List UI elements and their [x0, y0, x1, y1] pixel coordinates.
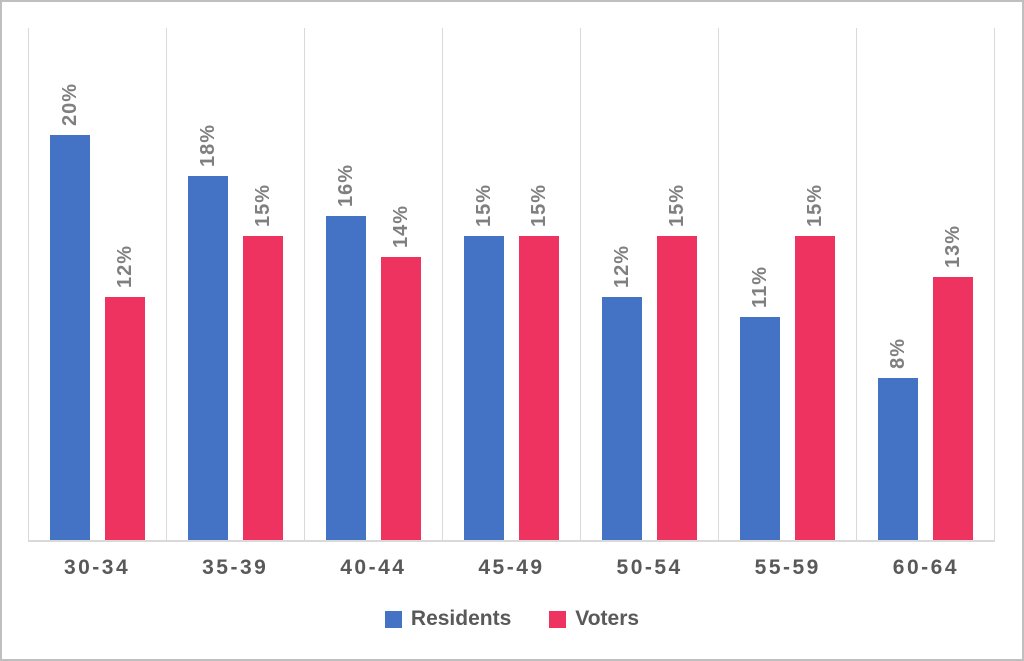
bar-wrap-residents-55-59: 11%: [740, 28, 780, 540]
bar-value-label: 15%: [473, 183, 495, 227]
bar-wrap-residents-40-44: 16%: [326, 28, 366, 540]
x-axis-label-35-39: 35-39: [202, 556, 269, 579]
x-axis-labels: 30-34 35-39 40-44 45-49 50-54 55-59 60-64: [28, 542, 995, 580]
bar-value-label: 15%: [528, 183, 550, 227]
bar-wrap-voters-40-44: 14%: [381, 28, 421, 540]
x-axis-label-60-64: 60-64: [892, 556, 960, 579]
bar-value-label: 11%: [749, 266, 771, 308]
bar-value-label: 12%: [114, 244, 136, 288]
bar-value-label: 15%: [666, 183, 688, 227]
category-group-55-59: 11% 15%: [718, 28, 856, 540]
category-group-45-49: 15% 15%: [442, 28, 580, 540]
bar-voters-45-49: [519, 236, 559, 540]
bar-residents-55-59: [740, 317, 780, 540]
bar-value-label: 16%: [335, 163, 357, 207]
bar-voters-50-54: [657, 236, 697, 540]
bar-value-label: 8%: [887, 338, 909, 369]
bar-wrap-residents-60-64: 8%: [878, 28, 918, 540]
bar-value-label: 12%: [611, 244, 633, 288]
x-axis-label-30-34: 30-34: [63, 556, 131, 579]
bar-wrap-residents-30-34: 20%: [50, 28, 90, 540]
bar-residents-35-39: [188, 176, 228, 540]
plot-area: 20% 12% 18% 15% 16% 14% 15% 15% 12% 15% 11% 15% 8% 13…: [28, 28, 995, 542]
bar-value-label: 15%: [804, 183, 826, 227]
category-group-50-54: 12% 15%: [580, 28, 718, 540]
bar-wrap-voters-55-59: 15%: [795, 28, 835, 540]
legend-swatch-voters-icon: [549, 610, 567, 628]
bar-wrap-residents-50-54: 12%: [602, 28, 642, 540]
bar-value-label: 20%: [59, 82, 81, 126]
legend-item-residents: Residents: [384, 607, 512, 631]
bar-value-label: 15%: [252, 183, 274, 227]
bar-residents-40-44: [326, 216, 366, 540]
bar-residents-60-64: [878, 378, 918, 540]
x-axis-label-55-59: 55-59: [754, 556, 821, 579]
bar-wrap-voters-60-64: 13%: [933, 28, 973, 540]
bar-residents-50-54: [602, 297, 642, 540]
category-group-35-39: 18% 15%: [166, 28, 304, 540]
legend-item-voters: Voters: [549, 607, 639, 631]
bar-residents-30-34: [50, 135, 90, 540]
bar-value-label: 18%: [197, 123, 219, 167]
bar-wrap-voters-35-39: 15%: [243, 28, 283, 540]
bar-voters-35-39: [243, 236, 283, 540]
legend: Residents Voters: [2, 607, 1022, 631]
legend-label-residents: Residents: [410, 607, 512, 630]
bar-wrap-voters-30-34: 12%: [105, 28, 145, 540]
bar-wrap-voters-45-49: 15%: [519, 28, 559, 540]
x-axis-label-40-44: 40-44: [340, 556, 407, 579]
bar-wrap-residents-45-49: 15%: [464, 28, 504, 540]
bar-value-label: 14%: [390, 204, 412, 248]
category-group-40-44: 16% 14%: [304, 28, 442, 540]
bar-voters-60-64: [933, 277, 973, 540]
bar-value-label: 13%: [942, 224, 964, 268]
bar-wrap-residents-35-39: 18%: [188, 28, 228, 540]
bar-voters-30-34: [105, 297, 145, 540]
bar-wrap-voters-50-54: 15%: [657, 28, 697, 540]
legend-label-voters: Voters: [575, 607, 640, 630]
bar-voters-40-44: [381, 257, 421, 540]
bar-voters-55-59: [795, 236, 835, 540]
category-group-30-34: 20% 12%: [28, 28, 166, 540]
legend-swatch-residents-icon: [384, 610, 402, 628]
x-axis-label-50-54: 50-54: [616, 556, 683, 579]
bar-residents-45-49: [464, 236, 504, 540]
category-group-60-64: 8% 13%: [856, 28, 995, 540]
x-axis-label-45-49: 45-49: [478, 556, 545, 579]
